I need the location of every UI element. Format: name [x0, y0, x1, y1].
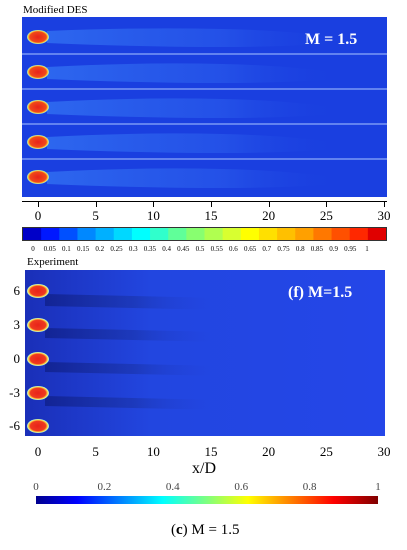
top-x-tickmark [384, 202, 385, 207]
colorbar-swatch [204, 228, 224, 240]
top-colorbar-label: 0.8 [295, 245, 305, 253]
top-colorbar-label: 0 [31, 245, 35, 253]
bottom-colorbar [36, 496, 378, 504]
top-colorbar-swatches [23, 228, 386, 240]
bottom-colorbar-label: 1 [375, 481, 381, 493]
colorbar-swatch [295, 228, 314, 240]
bottom-x-tick-label: 5 [92, 444, 99, 459]
bottom-x-tick-label: 15 [204, 444, 218, 459]
top-x-tickmark [153, 202, 155, 207]
experiment-wake-streaks [45, 294, 225, 410]
top-colorbar-label: 0.95 [344, 245, 357, 253]
x-axis-label: x/D [192, 460, 216, 477]
colorbar-swatch [23, 228, 42, 240]
colorbar-swatch [168, 228, 187, 240]
colorbar-swatch [367, 228, 386, 240]
bottom-x-tick-label: 30 [377, 444, 391, 459]
colorbar-swatch [150, 228, 169, 240]
experiment-injection-holes [27, 284, 49, 433]
experiment-contour-plot [25, 270, 385, 436]
top-colorbar-label: 0.35 [143, 245, 157, 253]
top-colorbar-label: 0.25 [110, 245, 123, 253]
bottom-x-tick-label: 25 [319, 444, 333, 459]
colorbar-swatch [258, 228, 278, 240]
colorbar-swatch [131, 228, 151, 240]
colorbar-swatch [59, 228, 78, 240]
top-x-tickmark [95, 202, 97, 207]
colorbar-swatch [331, 228, 351, 240]
top-colorbar-label: 0.4 [162, 245, 171, 253]
colorbar-swatch [41, 228, 60, 240]
top-x-axis-line [22, 201, 387, 202]
top-colorbar-label: 1 [365, 245, 369, 253]
top-x-tick-label: 5 [92, 208, 99, 223]
bottom-x-tick-label: 10 [146, 444, 160, 459]
top-x-tick-label: 10 [146, 208, 160, 223]
bottom-colorbar-label: 0.6 [234, 481, 249, 493]
bottom-y-tick-label: -3 [9, 385, 20, 400]
top-x-tick-label: 20 [262, 208, 276, 223]
bottom-x-tick-label: 0 [34, 444, 42, 459]
caption-letter: c [176, 522, 183, 538]
colorbar-swatch [240, 228, 260, 240]
top-x-tickmark [326, 202, 328, 207]
colorbar-swatch [222, 228, 242, 240]
colorbar-swatch [77, 228, 97, 240]
colorbar-swatch [313, 228, 333, 240]
bottom-panel-label: Experiment [27, 256, 79, 268]
colorbar-swatch [113, 228, 133, 240]
top-colorbar-label: 0.65 [243, 245, 257, 253]
top-colorbar-label: 0.2 [95, 245, 105, 253]
top-colorbar-label: 0.05 [43, 245, 56, 253]
colorbar-swatch [349, 228, 369, 240]
bottom-colorbar-label: 0.4 [165, 481, 180, 493]
bottom-y-tick-label: -6 [9, 418, 20, 433]
top-colorbar-label: 0.85 [310, 245, 324, 253]
top-x-tickmark [268, 202, 270, 207]
bottom-colorbar-label: 0.2 [97, 481, 112, 493]
top-x-tickmark [211, 202, 212, 207]
top-x-tick-label: 0 [34, 208, 42, 223]
bottom-colorbar-label: 0 [33, 481, 39, 493]
top-x-tick-label: 30 [377, 208, 391, 223]
top-colorbar-label: 0.7 [262, 245, 272, 253]
top-colorbar-label: 0.6 [229, 245, 238, 253]
top-colorbar-label: 0.1 [62, 245, 71, 253]
bottom-x-tick-label: 20 [262, 444, 276, 459]
bottom-colorbar-label: 0.8 [302, 481, 317, 493]
bottom-y-tick-label: 3 [13, 317, 21, 332]
experiment-contour-field: (f) M=1.5 [25, 270, 385, 436]
top-colorbar [22, 227, 387, 241]
colorbar-swatch [277, 228, 296, 240]
bottom-y-tick-label: 6 [13, 283, 21, 298]
top-x-tick-label: 25 [319, 208, 333, 223]
bottom-y-tick-label: 0 [13, 351, 21, 366]
colorbar-swatch [186, 228, 205, 240]
top-x-tickmark [38, 202, 39, 207]
figure-caption: (c) M = 1.5 [171, 522, 240, 538]
top-colorbar-label: 0.5 [195, 245, 205, 253]
top-colorbar-label: 0.55 [210, 245, 223, 253]
experiment-mach-label: (f) M=1.5 [288, 284, 353, 301]
top-x-tick-label: 15 [204, 208, 218, 223]
des-row-dividers [22, 53, 387, 160]
des-injection-holes [27, 30, 49, 184]
bottom-colorbar-gradient [36, 496, 378, 504]
des-wake-streaks [47, 28, 342, 188]
top-colorbar-label: 0.9 [329, 245, 338, 253]
top-colorbar-label: 0.15 [76, 245, 90, 253]
des-mach-label: M = 1.5 [305, 31, 358, 48]
top-colorbar-label: 0.3 [128, 245, 138, 253]
top-panel-label: Modified DES [23, 4, 88, 16]
des-contour-plot [22, 17, 387, 197]
caption-text: M = 1.5 [191, 522, 240, 538]
top-colorbar-label: 0.75 [277, 245, 290, 253]
des-contour-field: M = 1.5 [22, 17, 387, 197]
top-colorbar-label: 0.45 [177, 245, 190, 253]
colorbar-swatch [95, 228, 115, 240]
